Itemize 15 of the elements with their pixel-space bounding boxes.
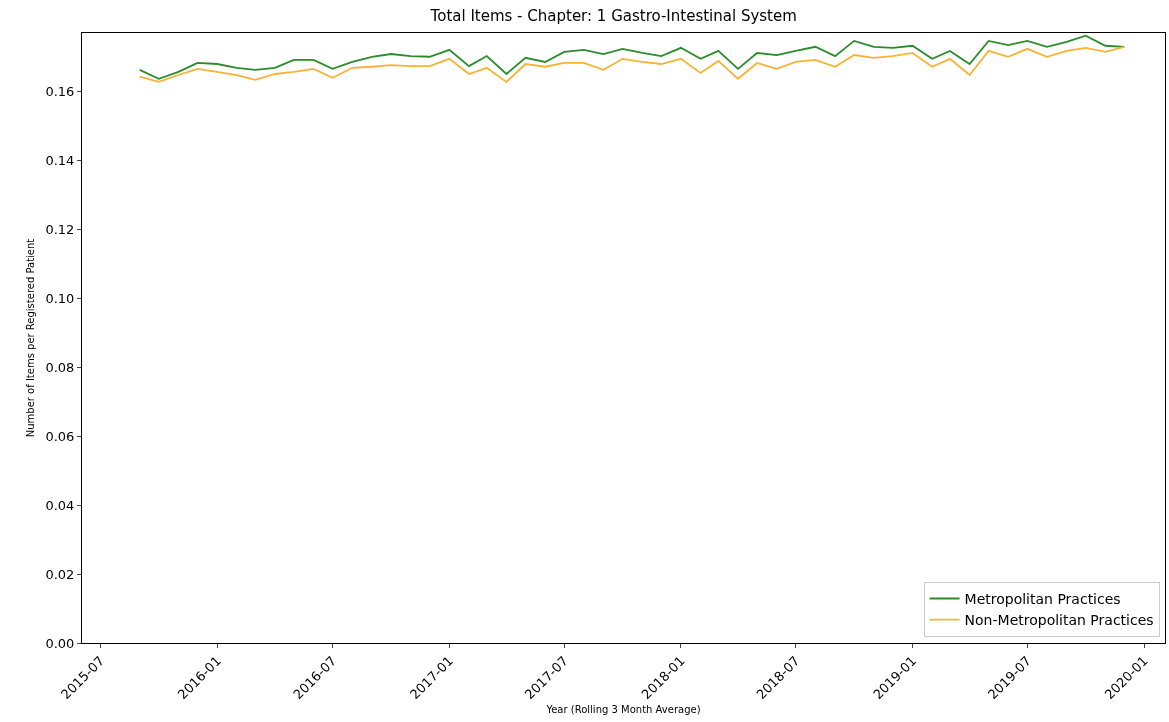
y-tick-label: 0.10 [45, 291, 75, 307]
legend-label: Non-Metropolitan Practices [964, 612, 1154, 629]
x-axis-title: Year (Rolling 3 Month Average) [545, 703, 701, 715]
y-tick-label: 0.12 [45, 222, 75, 238]
y-tick-label: 0.08 [45, 360, 75, 375]
y-tick-label: 0.04 [45, 497, 75, 513]
y-tick-label: 0.06 [45, 428, 75, 444]
y-axis-title: Number of Items per Registered Patient [25, 238, 37, 438]
y-tick-label: 0.14 [45, 153, 75, 169]
chart-title: Total Items - Chapter: 1 Gastro-Intestinal System [429, 7, 797, 26]
legend-label: Metropolitan Practices [964, 590, 1121, 607]
y-tick-label: 0.16 [45, 84, 75, 100]
line-series [138, 45, 1126, 83]
y-tick-label: 0.00 [45, 635, 75, 651]
y-tick-label: 0.02 [45, 566, 75, 582]
